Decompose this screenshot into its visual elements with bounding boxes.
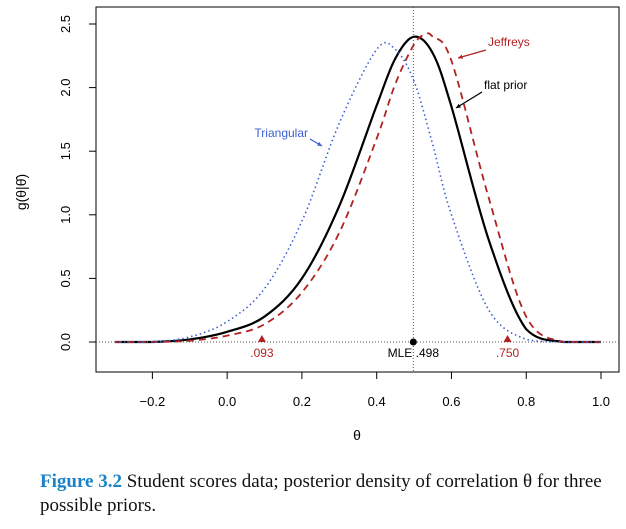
mle-marker-dot <box>409 338 417 346</box>
annotation-arrow <box>457 49 487 59</box>
annotation-arrowhead <box>456 103 461 108</box>
y-axis-label: g(θ|θ̂) <box>13 174 29 210</box>
x-tick-label: 0.8 <box>517 394 535 409</box>
y-tick-label: 2.0 <box>58 79 73 97</box>
marker-triangle <box>503 335 512 342</box>
posterior-density-chart: −0.2 0.0 0.2 0.4 0.6 0.8 1.0 0.0 0.5 1.0 1.5 2.0 2.5… <box>13 6 620 443</box>
x-tick-label: 0.2 <box>293 394 311 409</box>
x-tick-label: 0.6 <box>442 394 460 409</box>
caption-text: Student scores data; posterior density o… <box>40 471 602 516</box>
annotation-label: Jeffreys <box>488 35 530 49</box>
x-tick-label: −0.2 <box>140 394 166 409</box>
marker-label: .093 <box>250 346 274 360</box>
annotation-arrow <box>455 91 483 109</box>
annotation-arrowhead <box>458 54 463 59</box>
annotation-arrowhead <box>317 141 322 146</box>
y-tick-label: 1.0 <box>58 206 73 224</box>
y-tick-label: 0.0 <box>58 333 73 351</box>
x-tick-label: 1.0 <box>592 394 610 409</box>
x-axis-label: θ <box>353 427 361 443</box>
series-line-triangular <box>114 41 601 343</box>
y-tick-label: 1.5 <box>58 142 73 160</box>
plot-frame <box>95 6 620 373</box>
figure-label: Figure 3.2 <box>40 471 122 492</box>
x-tick-label: 0.0 <box>218 394 236 409</box>
series-line-jeffreys <box>114 32 601 343</box>
mle-label: MLE .498 <box>388 346 440 360</box>
marker-label: .750 <box>496 346 520 360</box>
y-tick-label: 0.5 <box>58 269 73 287</box>
figure-caption: Figure 3.2 Student scores data; posterio… <box>40 470 620 518</box>
series-line-flat-prior <box>114 35 601 344</box>
annotation-label: Triangular <box>254 126 308 140</box>
x-tick-label: 0.4 <box>368 394 386 409</box>
annotation-label: flat prior <box>484 78 527 92</box>
y-tick-label: 2.5 <box>58 15 73 33</box>
marker-triangle <box>257 335 266 342</box>
